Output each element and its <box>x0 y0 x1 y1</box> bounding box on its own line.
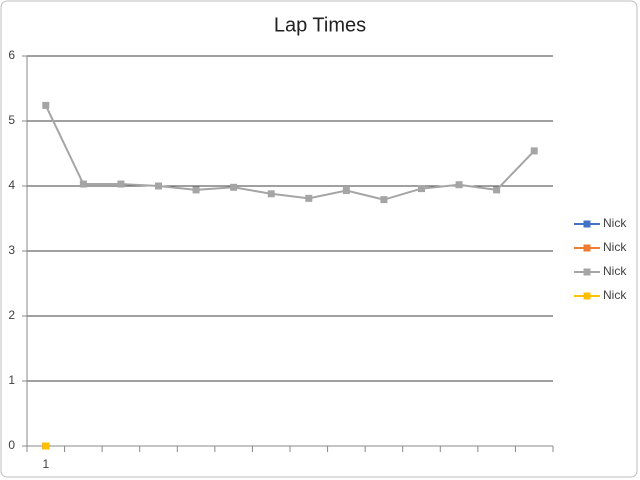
series-marker <box>79 180 87 188</box>
chart-title: Lap Times <box>274 14 366 36</box>
y-tick-label: 4 <box>8 178 15 192</box>
y-tick-label: 5 <box>8 113 15 127</box>
x-tick-label: 1 <box>42 457 49 471</box>
legend-label: Nick <box>603 288 627 302</box>
series-marker <box>455 181 463 189</box>
series-marker <box>42 101 50 109</box>
legend-marker <box>583 244 591 252</box>
y-tick-label: 3 <box>8 243 15 257</box>
series-marker <box>155 182 162 190</box>
legend-marker <box>583 220 591 228</box>
series-marker <box>230 183 238 191</box>
legend-label: Nick <box>603 264 627 278</box>
series-marker <box>42 442 50 450</box>
series-marker <box>418 185 425 193</box>
legend-label: Nick <box>603 240 627 254</box>
series-marker <box>192 186 200 194</box>
series-line <box>44 104 535 201</box>
y-tick-label: 0 <box>8 438 15 452</box>
series-marker <box>493 186 501 194</box>
series-marker <box>342 187 350 195</box>
y-tick-label: 2 <box>8 308 15 322</box>
series-marker <box>267 190 275 198</box>
series-marker <box>117 180 125 188</box>
legend-marker <box>583 268 591 276</box>
series-marker <box>530 147 538 155</box>
series-marker <box>380 196 388 204</box>
series-marker <box>305 194 313 202</box>
y-tick-label: 1 <box>8 373 15 387</box>
legend-marker <box>583 292 591 300</box>
legend-label: Nick <box>603 216 627 230</box>
y-tick-label: 6 <box>8 48 15 62</box>
